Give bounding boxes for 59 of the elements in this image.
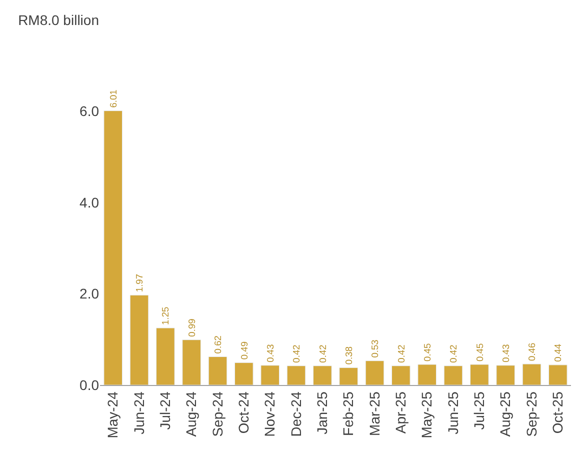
x-tick-label: Jan-25 bbox=[314, 391, 330, 434]
data-label: 0.49 bbox=[239, 341, 250, 360]
data-label: 0.44 bbox=[553, 344, 564, 362]
bar bbox=[156, 328, 175, 385]
data-label: 0.45 bbox=[422, 343, 432, 362]
data-label: 0.62 bbox=[213, 336, 224, 354]
data-label: 0.38 bbox=[344, 346, 354, 365]
x-tick-label: Mar-25 bbox=[366, 391, 382, 436]
data-label: 0.42 bbox=[292, 344, 302, 363]
data-label: 0.42 bbox=[396, 344, 406, 363]
x-tick-label: Apr-25 bbox=[392, 391, 408, 434]
x-tick-label: May-25 bbox=[418, 391, 435, 438]
x-tick-label: Oct-24 bbox=[235, 391, 252, 434]
bar bbox=[392, 366, 410, 385]
bar bbox=[130, 294, 149, 385]
x-tick-label: Aug-24 bbox=[183, 391, 200, 437]
y-tick-label: 0.0 bbox=[80, 376, 100, 393]
bar bbox=[182, 340, 201, 385]
data-label: 0.42 bbox=[318, 344, 328, 363]
bar bbox=[444, 366, 463, 385]
x-tick-label: Jun-24 bbox=[130, 391, 147, 434]
bar bbox=[234, 362, 254, 385]
x-tick-label: Jul-25 bbox=[470, 391, 487, 430]
x-tick-label: Sep-25 bbox=[523, 391, 540, 437]
bar bbox=[313, 366, 332, 385]
y-tick-label: RM8.0 billion bbox=[18, 12, 99, 28]
bar bbox=[365, 360, 384, 385]
bar bbox=[104, 110, 122, 385]
x-tick-label: Feb-25 bbox=[340, 391, 356, 436]
data-label: 0.46 bbox=[527, 342, 538, 361]
x-tick-label: May-24 bbox=[104, 391, 121, 438]
x-tick-label: Jul-24 bbox=[156, 391, 173, 430]
x-tick-label: Oct-25 bbox=[549, 391, 566, 434]
bar bbox=[339, 367, 358, 385]
data-label: 0.99 bbox=[186, 318, 197, 337]
y-tick-label: 6.0 bbox=[80, 103, 100, 120]
bar bbox=[418, 364, 436, 385]
bar bbox=[522, 364, 542, 385]
data-label: 0.53 bbox=[370, 340, 380, 358]
bar bbox=[548, 364, 568, 385]
bar bbox=[208, 356, 228, 385]
bar bbox=[286, 366, 306, 385]
data-label: 0.43 bbox=[500, 344, 511, 362]
data-label: 1.25 bbox=[160, 306, 171, 325]
x-tick-label: Nov-24 bbox=[262, 391, 278, 437]
data-label: 0.42 bbox=[448, 344, 459, 363]
bar bbox=[260, 365, 280, 385]
data-label: 0.45 bbox=[474, 343, 485, 362]
data-label: 1.97 bbox=[134, 274, 145, 292]
data-label: 0.43 bbox=[265, 344, 276, 362]
y-tick-label: 4.0 bbox=[80, 194, 100, 210]
x-tick-label: Jun-25 bbox=[444, 391, 461, 434]
x-tick-label: Dec-24 bbox=[288, 391, 304, 437]
y-tick-label: 2.0 bbox=[80, 286, 100, 302]
x-tick-label: Aug-25 bbox=[497, 391, 514, 437]
bar bbox=[470, 364, 489, 385]
data-label: 6.01 bbox=[108, 90, 118, 108]
x-tick-label: Sep-24 bbox=[209, 391, 226, 437]
bar bbox=[496, 365, 515, 385]
